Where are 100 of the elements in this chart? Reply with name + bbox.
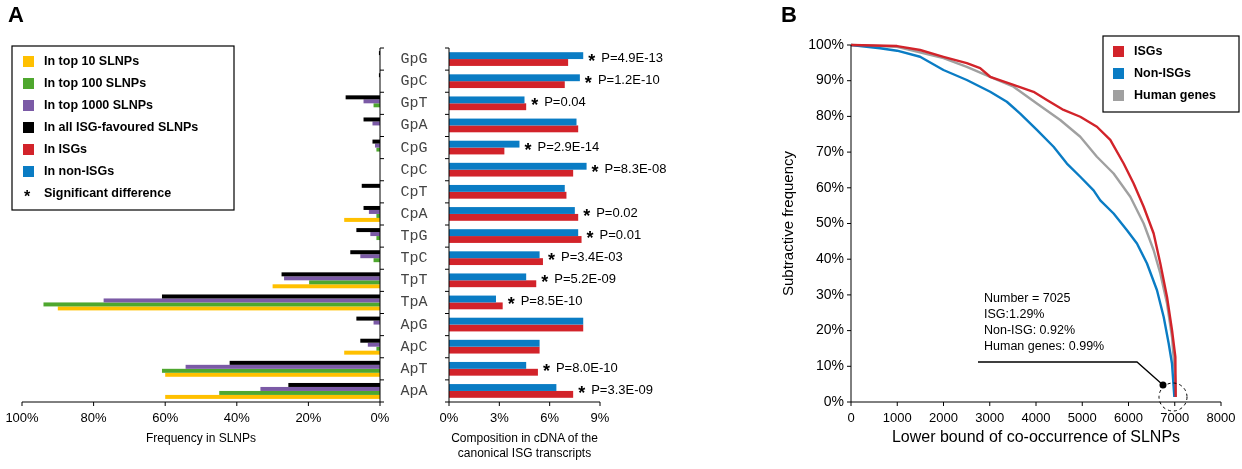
x-tick-label: 6% [540,410,560,425]
x-tick-label: 2000 [929,410,958,425]
bar [449,74,580,82]
x-tick-label: 9% [590,410,610,425]
annotation: Non-ISG: 0.92% [984,323,1076,338]
bar [449,258,543,266]
y-tick-label: TpA [400,294,428,312]
legend-label: ISGs [1134,44,1163,59]
annotation: ISG:1.29% [984,307,1045,322]
bar [449,251,540,259]
x-tick-label: 6000 [1114,410,1143,425]
y-tick-label: ApC [400,338,428,356]
x-tick-label: 1000 [882,410,912,425]
x-tick-label: 60% [152,410,179,425]
legend-label: In ISGs [44,142,88,157]
x-tick-label: 3000 [975,410,1005,425]
bar [449,390,574,398]
x-axis-title: Lower bound of co-occurrence of SLNPs [891,428,1181,445]
annotation: * P=3.3E-09 [578,382,653,403]
y-tick-label: ApA [400,382,428,400]
legend-label: Non-ISGs [1134,66,1191,81]
chart-title: B [781,2,797,27]
bar [165,394,380,399]
bar [449,339,540,347]
x-tick-label: 3% [489,410,510,425]
bar [449,302,503,310]
y-axis-title: Subtractive frequency [779,150,796,297]
bar [344,217,380,222]
x-tick-label: 7000 [1160,410,1190,425]
annotation: * P=5.2E-09 [541,271,617,293]
bar [449,317,584,325]
y-tick-label: TpT [400,272,428,290]
y-tick-label: GpG [400,51,428,69]
y-tick-label: 30% [815,285,844,302]
y-tick-label: CpA [400,205,428,223]
y-tick-label: 0% [823,392,844,409]
legend-label: Human genes [1134,88,1217,103]
bar [449,162,587,170]
bar [185,364,380,369]
bar [449,361,527,369]
bar [260,386,380,391]
bar [363,99,380,104]
bar [449,103,527,111]
x-tick-label: 40% [223,410,251,425]
y-tick-label: ApT [400,360,428,378]
bar [284,276,380,281]
legend-label: In non-ISGs [44,164,115,179]
bar [43,302,380,307]
x-tick-label: 8000 [1206,410,1236,425]
bar [449,368,538,376]
bar [368,209,380,214]
bar [449,280,537,288]
bar [449,81,565,89]
bar [449,96,525,104]
annotation: * P=1.2E-10 [584,72,660,93]
bar [449,125,579,133]
y-tick-label: 100% [808,35,844,52]
y-tick-label: GpC [400,73,428,91]
bar [367,342,380,347]
annotation: * P=4.9E-13 [588,50,664,71]
bar [449,191,567,199]
x-tick-label: 0 [847,410,855,425]
x-axis-title: Composition in cDNA of the canonical ISG transcripts [451,431,599,460]
annotation: Number = 7025 [984,291,1071,306]
bar [449,229,579,237]
bar [219,390,380,395]
legend-label: In top 10 SLNPs [44,54,140,69]
bar [165,372,380,377]
y-tick-label: 70% [815,142,844,159]
annotation: * P=8.3E-08 [591,161,667,182]
annotation: * P=3.4E-03 [547,249,623,270]
y-tick-label: GpA [400,117,428,135]
y-tick-label: CpG [400,139,428,157]
y-tick-label: CpC [400,161,428,179]
bar [161,368,380,373]
y-tick-label: 10% [815,357,844,373]
y-tick-label: 50% [815,214,844,231]
bar [360,254,380,259]
bar [449,184,565,192]
x-tick-label: 0% [439,410,459,425]
y-tick-label: 40% [815,249,844,266]
bar [449,169,574,177]
y-tick-label: CpT [400,183,428,201]
legend-label: In top 1000 SLNPs [44,98,154,113]
x-tick-label: 5000 [1067,410,1097,425]
y-tick-label: 60% [815,178,844,195]
bar [57,306,380,311]
annotation: * P=8.0E-10 [542,360,618,381]
x-tick-label: 20% [295,410,322,425]
annotation: * P=0.01 [586,227,642,248]
y-tick-label: TpG [400,228,428,246]
annotation: * P=8.5E-10 [507,293,583,315]
bar [449,346,540,354]
annotation: * P=0.04 [531,94,586,116]
annotation: * Significant difference [24,186,172,206]
x-axis-title: Frequency in SLNPs [145,431,257,445]
y-tick-label: 80% [815,107,844,124]
bar [103,298,380,303]
chart-title: A [8,2,24,27]
bar [449,236,582,243]
